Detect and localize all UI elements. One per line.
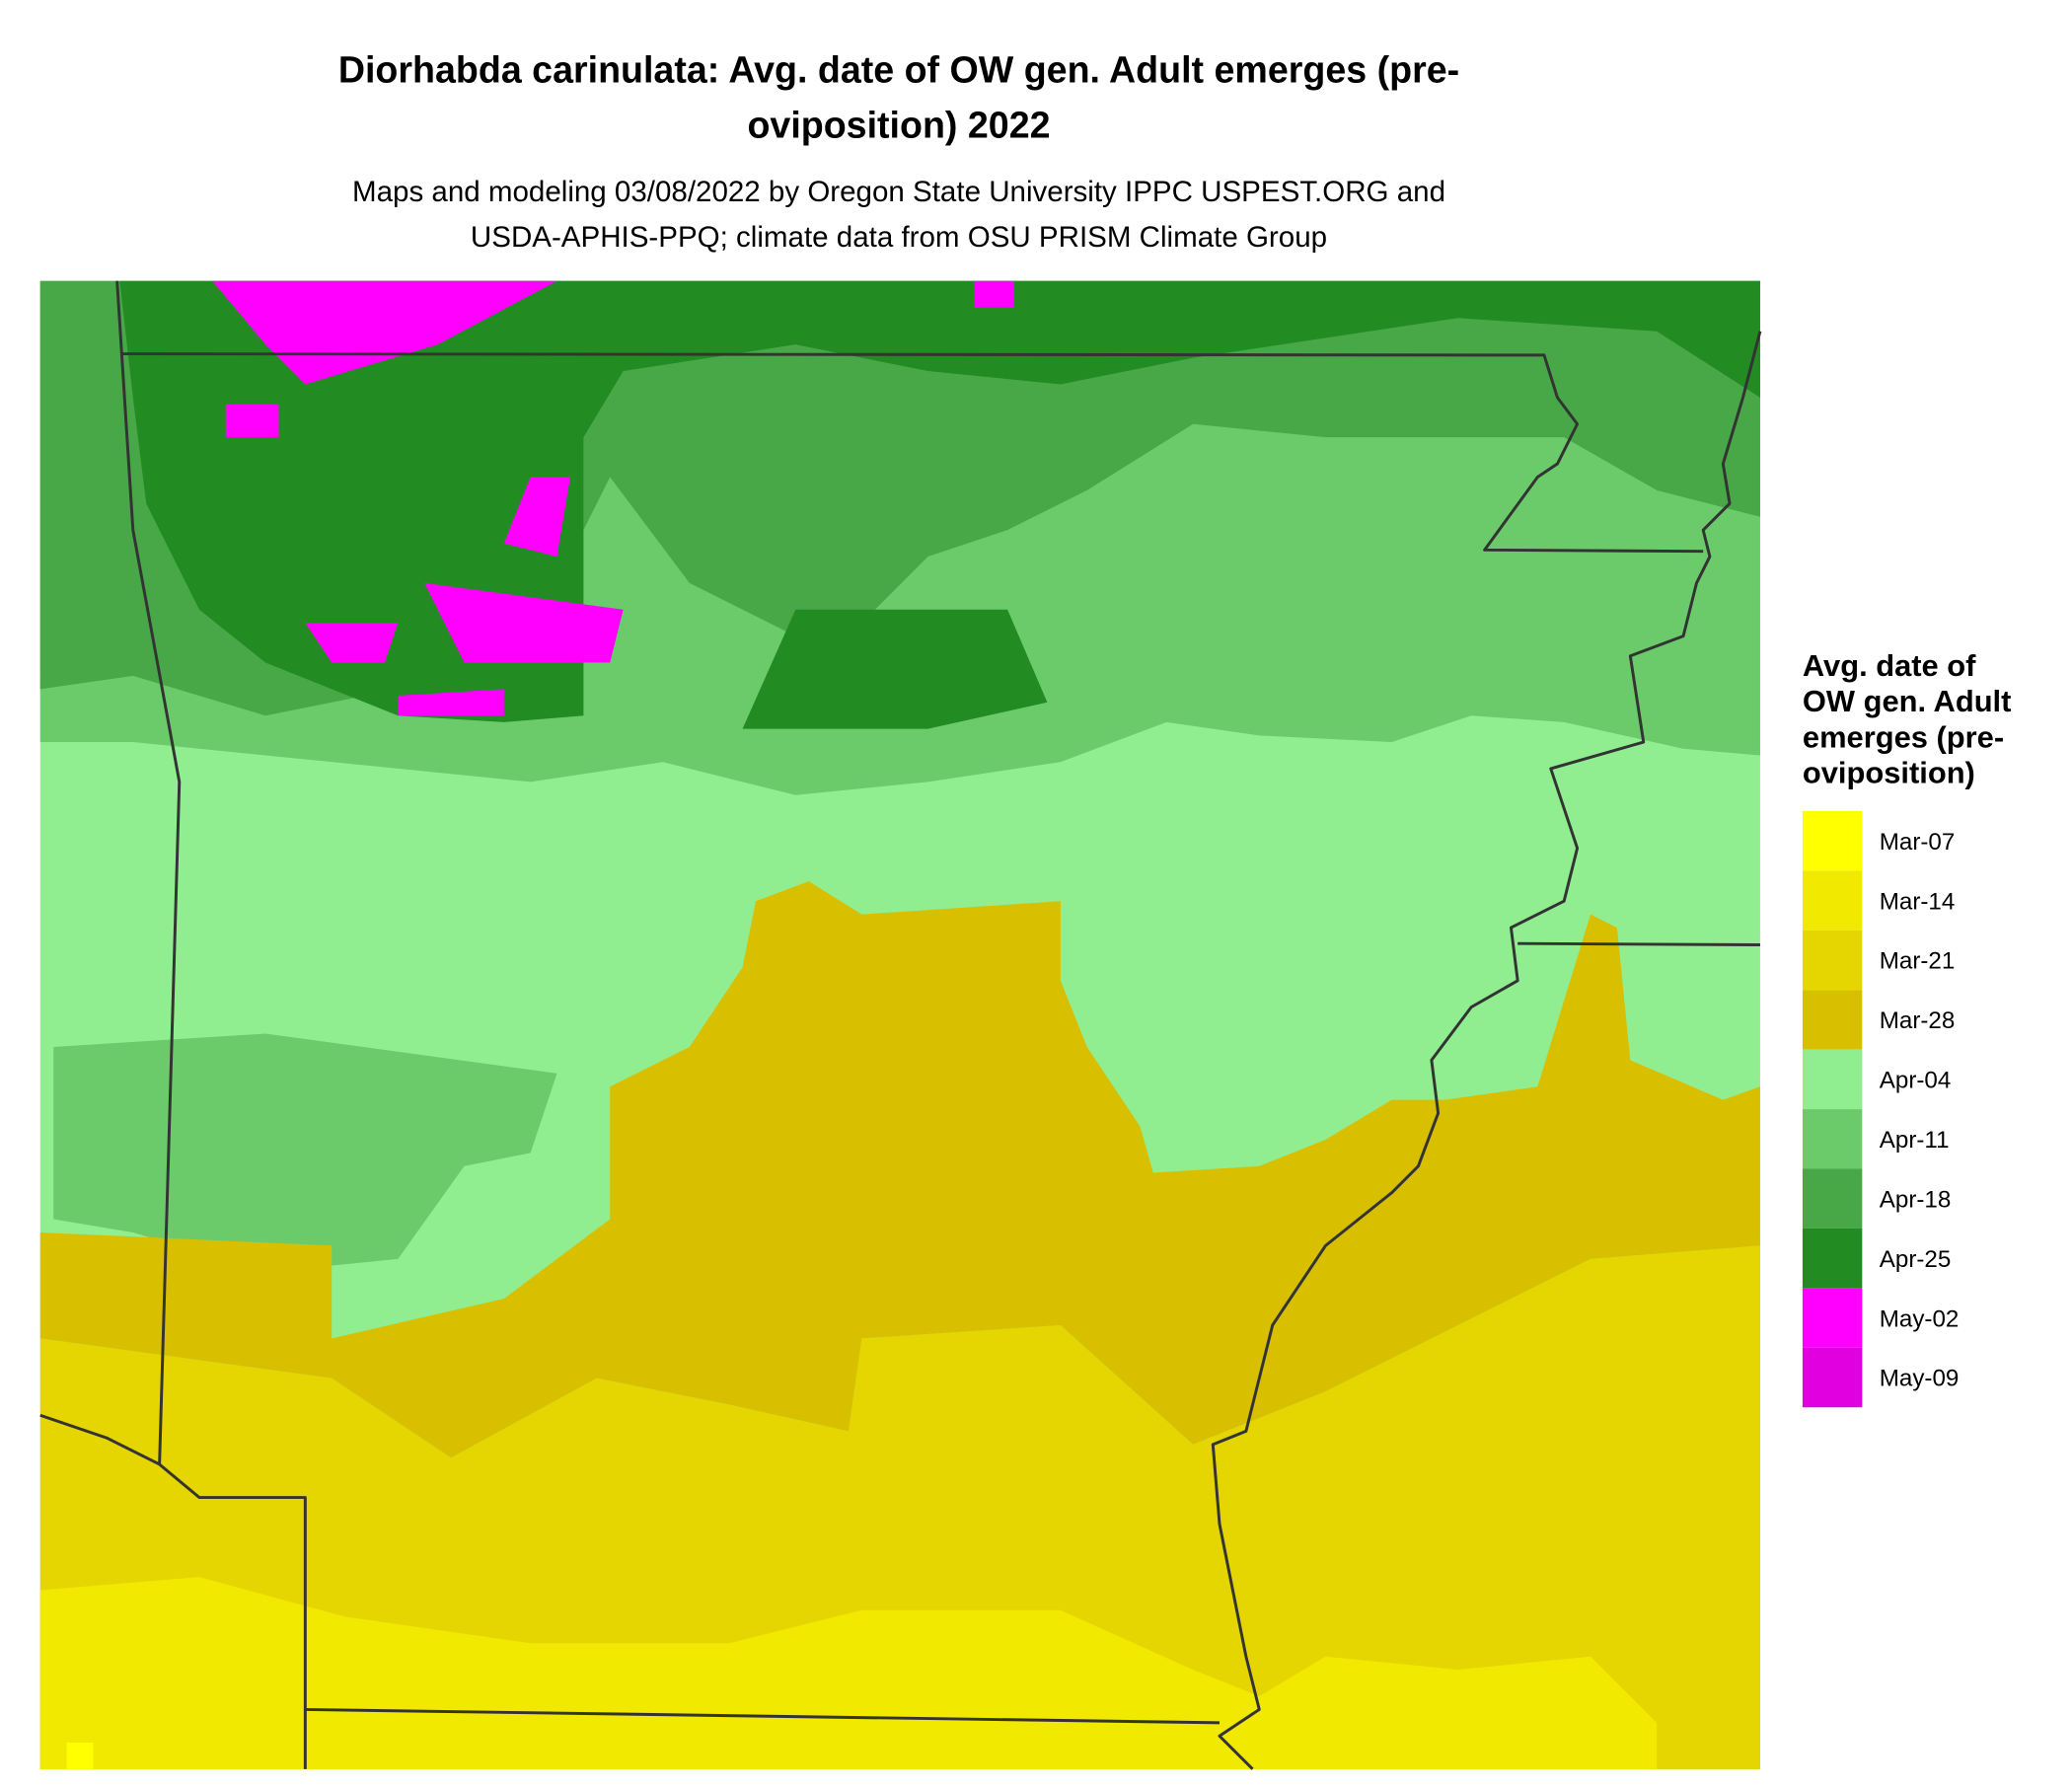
legend-swatch: [1802, 930, 1863, 991]
state-border: [39, 1413, 307, 1769]
title: oviposition) 2022: [747, 105, 1050, 146]
title: Diorhabda carinulata: Avg. date of OW ge…: [338, 48, 1459, 90]
state-border: [1517, 941, 1760, 947]
legend-title: OW gen. Adult: [1803, 684, 2012, 718]
legend-label: Mar-21: [1880, 948, 1956, 975]
legend-swatch: [1802, 870, 1863, 931]
subtitle: USDA-APHIS-PPQ; climate data from OSU PR…: [471, 221, 1327, 254]
zone: [53, 1033, 557, 1273]
legend-swatch: [1802, 1288, 1863, 1348]
zone: [305, 623, 399, 663]
legend-label: May-02: [1880, 1305, 1960, 1332]
legend-swatch: [1802, 1228, 1863, 1289]
legend-label: Apr-18: [1880, 1186, 1952, 1213]
zone: [742, 609, 1048, 729]
legend-swatch: [1802, 1347, 1863, 1408]
legend-label: Apr-04: [1880, 1068, 1952, 1094]
zone: [974, 280, 1014, 308]
legend-swatch: [1802, 1109, 1863, 1169]
zone: [212, 280, 557, 385]
zone: [424, 582, 624, 663]
zone: [398, 689, 504, 716]
legend-label: Apr-25: [1880, 1246, 1952, 1273]
legend-title: emerges (pre-: [1803, 719, 2004, 754]
legend-swatch: [1802, 810, 1863, 871]
legend-label: Mar-07: [1880, 829, 1956, 856]
legend-swatch: [1802, 1168, 1863, 1229]
legend-title: Avg. date of: [1803, 648, 1976, 683]
legend-label: Mar-28: [1880, 1007, 1956, 1034]
zone: [503, 477, 570, 558]
zone: [225, 404, 279, 438]
state-border: [122, 352, 1704, 554]
zone: [39, 881, 1760, 1458]
legend-label: Mar-14: [1880, 888, 1956, 915]
zone: [66, 1742, 94, 1769]
legend-swatch: [1802, 1049, 1863, 1110]
state-border: [1211, 331, 1762, 1770]
map: [39, 280, 1762, 1770]
legend-title: oviposition): [1803, 756, 1975, 790]
state-border: [115, 280, 182, 1465]
subtitle: Maps and modeling 03/08/2022 by Oregon S…: [352, 176, 1445, 208]
legend-label: May-09: [1880, 1366, 1960, 1392]
legend-swatch: [1802, 990, 1863, 1050]
state-border: [305, 1707, 1221, 1725]
legend-label: Apr-11: [1880, 1127, 1950, 1154]
zone: [39, 1577, 1658, 1769]
